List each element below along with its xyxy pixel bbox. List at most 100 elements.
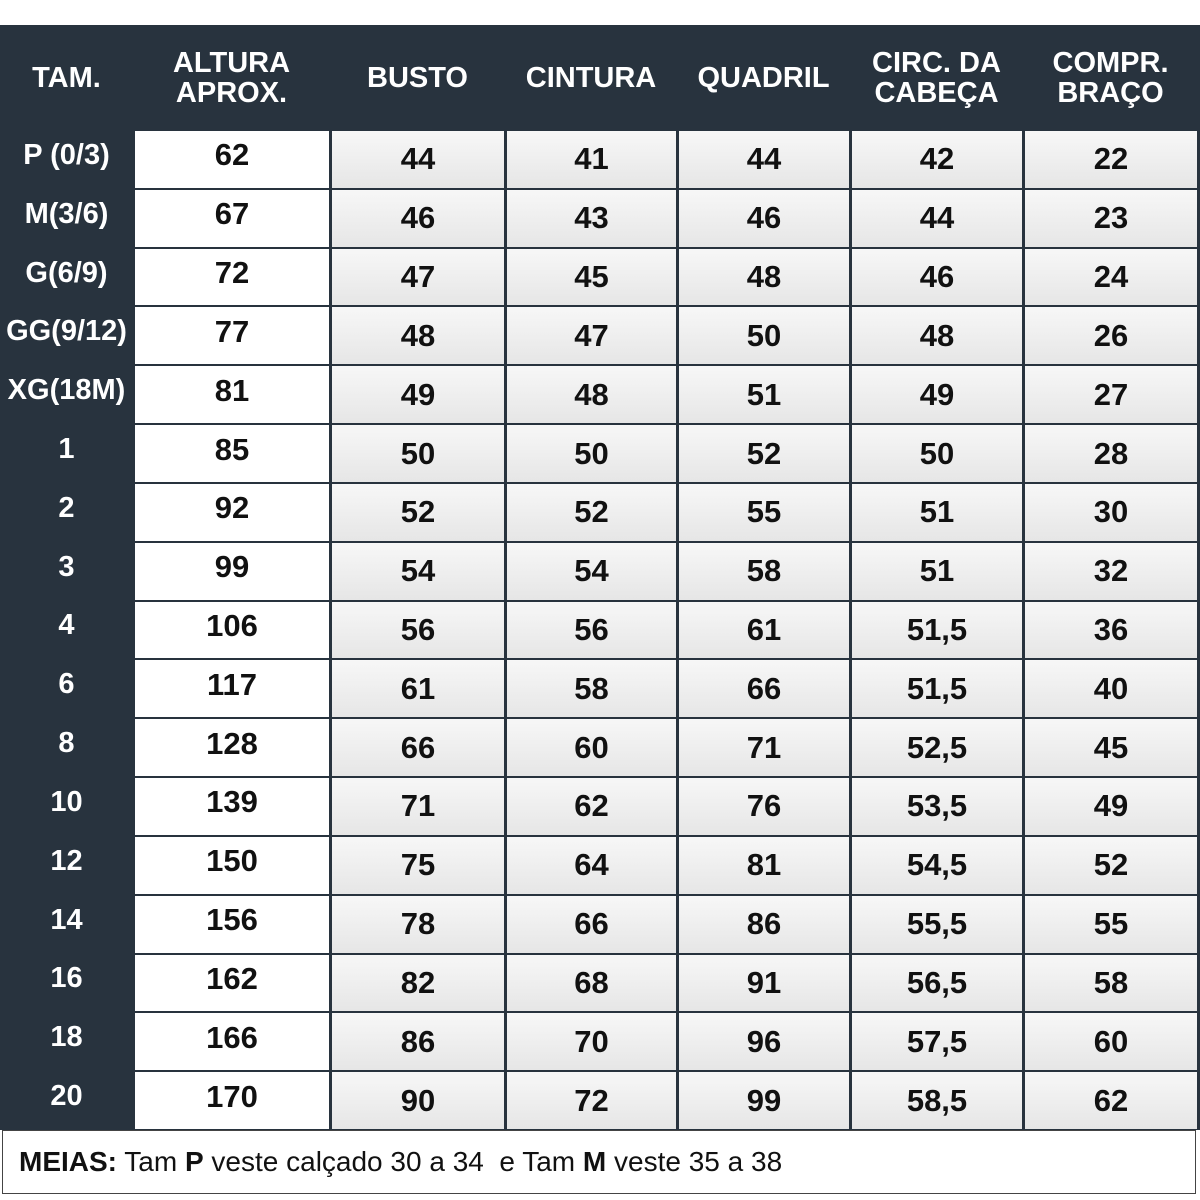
- table-cell: 66: [507, 895, 676, 953]
- size-label: 18: [50, 1021, 83, 1054]
- table-cell: 58: [679, 542, 849, 600]
- table-cell: 47: [332, 248, 504, 306]
- table-cell: 51,5: [852, 601, 1022, 659]
- table-cell: 62: [1025, 1072, 1197, 1129]
- table-cell: 99: [135, 542, 329, 600]
- table-cell: 44: [852, 189, 1022, 247]
- table-cell: 51,5: [852, 660, 1022, 718]
- footer-text: veste calçado 30 a 34 e Tam: [203, 1146, 583, 1177]
- table-cell: 49: [852, 366, 1022, 424]
- size-label: 2: [58, 491, 75, 524]
- table-cell: 162: [135, 954, 329, 1012]
- table-cell: 54: [507, 542, 676, 600]
- table-cell: 56,5: [852, 954, 1022, 1012]
- table-cell: 50: [332, 425, 504, 482]
- table-cell: 52: [332, 483, 504, 541]
- size-label: 8: [58, 727, 75, 760]
- table-cell: 81: [679, 836, 849, 894]
- table-cell: 50: [507, 425, 676, 482]
- table-cell: 71: [679, 719, 849, 777]
- table-cell: 58: [507, 660, 676, 718]
- table-cell: 52,5: [852, 719, 1022, 777]
- table-cell: 44: [332, 131, 504, 188]
- table-cell: 117: [135, 660, 329, 718]
- size-label: 10: [50, 785, 83, 818]
- table-cell: 26: [1025, 307, 1197, 365]
- table-cell: 81: [135, 366, 329, 424]
- table-cell: 49: [332, 366, 504, 424]
- size-label: XG(18M): [7, 374, 126, 407]
- table-cell: 36: [1025, 601, 1197, 659]
- footer-text: P: [184, 1146, 204, 1177]
- size-label: G(6/9): [25, 256, 108, 289]
- table-cell: 170: [135, 1072, 329, 1129]
- table-cell: 28: [1025, 425, 1197, 482]
- table-cell: 106: [135, 601, 329, 659]
- table-cell: 91: [679, 954, 849, 1012]
- column-header: BUSTO: [367, 61, 468, 94]
- footer-text: M: [582, 1146, 607, 1177]
- footer-text: Tam: [117, 1146, 185, 1177]
- table-cell: 45: [507, 248, 676, 306]
- size-label: 4: [58, 609, 75, 642]
- table-cell: 60: [1025, 1013, 1197, 1071]
- table-cell: 90: [332, 1072, 504, 1129]
- table-cell: 22: [1025, 131, 1197, 188]
- table-cell: 52: [679, 425, 849, 482]
- table-cell: 68: [507, 954, 676, 1012]
- column-header: ALTURA APROX.: [172, 46, 291, 109]
- table-cell: 49: [1025, 778, 1197, 835]
- table-cell: 66: [332, 719, 504, 777]
- table-cell: 50: [852, 425, 1022, 482]
- column-header: COMPR. BRAÇO: [1052, 46, 1169, 109]
- table-cell: 72: [507, 1072, 676, 1129]
- footer-note: MEIAS: Tam P veste calçado 30 a 34 e Tam…: [2, 1130, 1196, 1194]
- table-cell: 51: [679, 366, 849, 424]
- table-cell: 44: [679, 131, 849, 188]
- table-cell: 67: [135, 189, 329, 247]
- table-cell: 150: [135, 836, 329, 894]
- table-cell: 75: [332, 836, 504, 894]
- table-cell: 51: [852, 542, 1022, 600]
- table-cell: 66: [679, 660, 849, 718]
- table-cell: 64: [507, 836, 676, 894]
- size-label: 16: [50, 962, 83, 995]
- column-header: QUADRIL: [697, 61, 830, 94]
- table-cell: 56: [507, 601, 676, 659]
- table-cell: 48: [332, 307, 504, 365]
- table-cell: 54,5: [852, 836, 1022, 894]
- table-cell: 52: [507, 483, 676, 541]
- table-cell: 46: [679, 189, 849, 247]
- table-cell: 55,5: [852, 895, 1022, 953]
- table-cell: 55: [1025, 895, 1197, 953]
- table-cell: 78: [332, 895, 504, 953]
- table-cell: 76: [679, 778, 849, 835]
- table-cell: 41: [507, 131, 676, 188]
- size-label: 6: [58, 668, 75, 701]
- table-cell: 58: [1025, 954, 1197, 1012]
- table-cell: 23: [1025, 189, 1197, 247]
- column-header: TAM.: [32, 61, 101, 94]
- table-cell: 40: [1025, 660, 1197, 718]
- size-label: 20: [50, 1080, 83, 1113]
- table-cell: 58,5: [852, 1072, 1022, 1129]
- table-cell: 139: [135, 778, 329, 835]
- table-cell: 47: [507, 307, 676, 365]
- table-cell: 56: [332, 601, 504, 659]
- table-cell: 166: [135, 1013, 329, 1071]
- table-cell: 86: [332, 1013, 504, 1071]
- table-cell: 48: [852, 307, 1022, 365]
- table-cell: 43: [507, 189, 676, 247]
- size-label: 14: [50, 903, 83, 936]
- size-label: 12: [50, 844, 83, 877]
- table-cell: 60: [507, 719, 676, 777]
- table-cell: 27: [1025, 366, 1197, 424]
- table-cell: 86: [679, 895, 849, 953]
- table-grid: TAM. ALTURA APROX. BUSTO CINTURA QUADRIL CIRC…: [0, 25, 1198, 1130]
- size-label: GG(9/12): [6, 315, 127, 348]
- table-cell: 24: [1025, 248, 1197, 306]
- table-cell: 70: [507, 1013, 676, 1071]
- size-label: 1: [58, 433, 75, 466]
- table-cell: 54: [332, 542, 504, 600]
